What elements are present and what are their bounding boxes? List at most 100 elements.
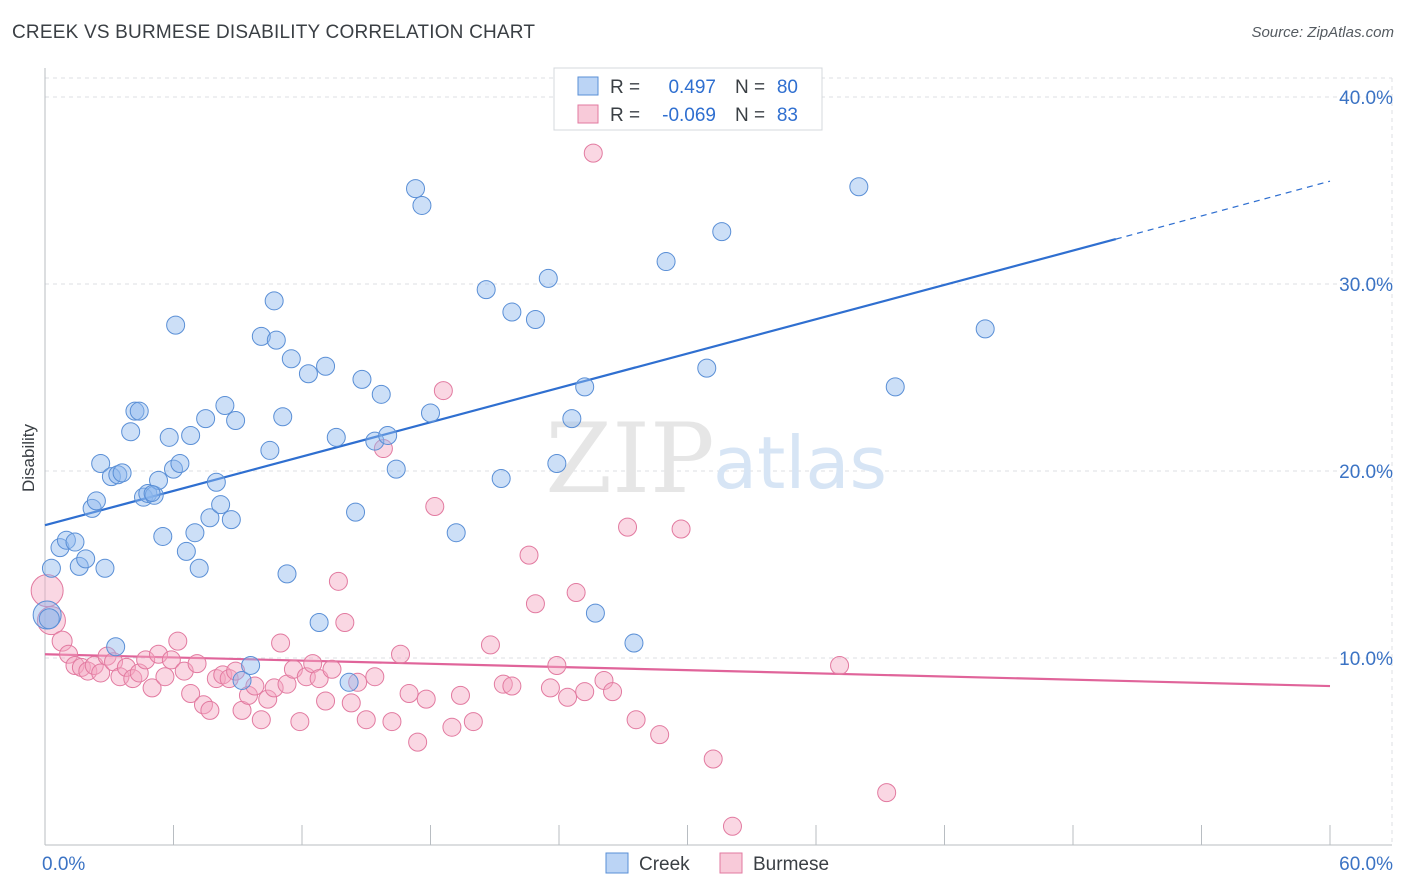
creek-point bbox=[143, 484, 161, 502]
burmese-point bbox=[258, 689, 278, 709]
creek-point bbox=[95, 558, 115, 578]
y-tick-label: 10.0% bbox=[1339, 649, 1393, 670]
creek-point bbox=[712, 222, 732, 242]
burmese-point bbox=[187, 654, 207, 674]
creek-point bbox=[38, 608, 60, 630]
legend-bottom-swatch-creek bbox=[605, 852, 629, 874]
creek-point bbox=[221, 510, 241, 530]
creek-point bbox=[129, 401, 149, 421]
burmese-point bbox=[142, 678, 162, 698]
legend-box bbox=[553, 67, 823, 131]
creek-point bbox=[352, 369, 372, 389]
legend-bottom-label-burmese: Burmese bbox=[753, 854, 829, 875]
burmese-point bbox=[618, 517, 638, 537]
creek-point bbox=[491, 468, 511, 488]
creek-point bbox=[112, 463, 132, 483]
burmese-point bbox=[30, 574, 64, 608]
creek-point bbox=[260, 440, 280, 460]
axes bbox=[44, 68, 1392, 846]
burmese-point bbox=[213, 665, 233, 685]
legend-r-value: -0.069 bbox=[662, 105, 716, 126]
source-label: Source: ZipAtlas.com bbox=[1251, 24, 1394, 41]
burmese-point bbox=[59, 644, 79, 664]
creek-point bbox=[371, 384, 391, 404]
burmese-point bbox=[365, 667, 385, 687]
burmese-point bbox=[519, 545, 539, 565]
creek-point bbox=[266, 330, 286, 350]
creek-point bbox=[406, 179, 426, 199]
burmese-point bbox=[408, 732, 428, 752]
creek-point bbox=[196, 409, 216, 429]
creek-point bbox=[125, 401, 145, 421]
creek-point bbox=[975, 319, 995, 339]
burmese-point bbox=[51, 630, 73, 652]
creek-point bbox=[525, 310, 545, 330]
burmese-point bbox=[442, 717, 462, 737]
creek-point bbox=[585, 603, 605, 623]
creek-point bbox=[121, 422, 141, 442]
creek-point bbox=[166, 315, 186, 335]
creek-point bbox=[241, 655, 261, 675]
burmese-point bbox=[226, 661, 246, 681]
burmese-point bbox=[328, 571, 348, 591]
burmese-point bbox=[271, 633, 291, 653]
creek-point bbox=[106, 637, 126, 657]
burmese-point bbox=[65, 655, 85, 675]
trend-line-extension-creek bbox=[1115, 180, 1331, 240]
burmese-point bbox=[335, 612, 355, 632]
creek-point bbox=[326, 427, 346, 447]
creek-point bbox=[316, 356, 336, 376]
y-axis-label: Disability bbox=[19, 423, 38, 492]
creek-point bbox=[170, 454, 190, 474]
creek-point bbox=[885, 377, 905, 397]
creek-point bbox=[346, 502, 366, 522]
burmese-point bbox=[149, 644, 169, 664]
creek-point bbox=[251, 326, 271, 346]
creek-point bbox=[91, 454, 111, 474]
creek-point bbox=[206, 472, 226, 492]
x-tick-labels: 0.0% 60.0% bbox=[42, 854, 1393, 875]
burmese-point bbox=[540, 678, 560, 698]
creek-point bbox=[365, 431, 385, 451]
x-tick-label-min: 0.0% bbox=[42, 854, 85, 875]
burmese-point bbox=[626, 710, 646, 730]
burmese-point bbox=[84, 655, 104, 675]
creek-point bbox=[476, 280, 496, 300]
burmese-point bbox=[575, 682, 595, 702]
creek-point bbox=[412, 195, 432, 215]
trend-line-burmese bbox=[44, 653, 1331, 688]
creek-point bbox=[181, 425, 201, 445]
burmese-point bbox=[251, 710, 271, 730]
creek-point bbox=[281, 349, 301, 369]
creek-point bbox=[446, 523, 466, 543]
burmese-point bbox=[181, 684, 201, 704]
creek-point bbox=[69, 556, 89, 576]
legend-n-value: 80 bbox=[777, 77, 798, 98]
burmese-point bbox=[650, 725, 670, 745]
creek-point bbox=[386, 459, 406, 479]
creek-point bbox=[298, 364, 318, 384]
creek-point bbox=[697, 358, 717, 378]
burmese-point bbox=[603, 682, 623, 702]
y-tick-label: 20.0% bbox=[1339, 462, 1393, 483]
creek-point bbox=[575, 377, 595, 397]
burmese-point bbox=[382, 712, 402, 732]
creek-point bbox=[215, 396, 235, 416]
burmese-point bbox=[547, 655, 567, 675]
creek-point bbox=[185, 523, 205, 543]
burmese-point bbox=[433, 381, 453, 401]
creek-point bbox=[339, 672, 359, 692]
watermark-zip: ZIP bbox=[545, 403, 714, 515]
burmese-point bbox=[525, 594, 545, 614]
legend-swatch-1 bbox=[577, 104, 599, 124]
creek-point bbox=[277, 564, 297, 584]
legend-bottom: Creek Burmese bbox=[605, 852, 829, 875]
burmese-point bbox=[316, 691, 336, 711]
burmese-point bbox=[703, 749, 723, 769]
creek-point bbox=[76, 549, 96, 569]
creek-point bbox=[153, 526, 173, 546]
creek-point bbox=[138, 483, 158, 503]
creek-point bbox=[656, 252, 676, 272]
burmese-point bbox=[322, 659, 342, 679]
burmese-point bbox=[161, 650, 181, 670]
